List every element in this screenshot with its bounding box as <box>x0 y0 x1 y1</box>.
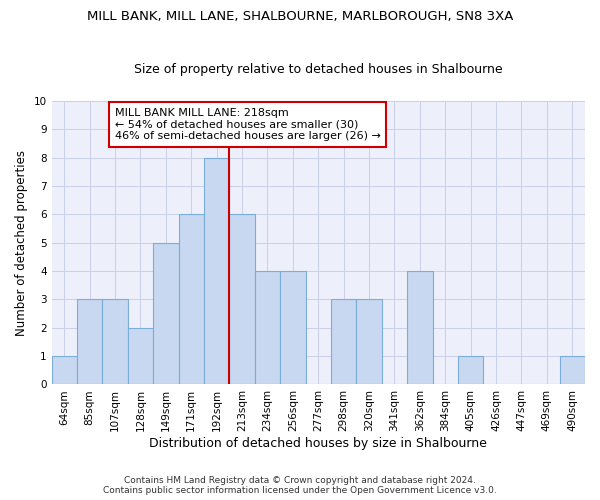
Y-axis label: Number of detached properties: Number of detached properties <box>15 150 28 336</box>
Bar <box>229 214 255 384</box>
Text: Contains HM Land Registry data © Crown copyright and database right 2024.
Contai: Contains HM Land Registry data © Crown c… <box>103 476 497 495</box>
Bar <box>458 356 484 384</box>
Bar <box>407 271 433 384</box>
Bar <box>179 214 204 384</box>
Bar <box>77 300 103 384</box>
Title: Size of property relative to detached houses in Shalbourne: Size of property relative to detached ho… <box>134 63 503 76</box>
Bar <box>331 300 356 384</box>
Text: MILL BANK MILL LANE: 218sqm
← 54% of detached houses are smaller (30)
46% of sem: MILL BANK MILL LANE: 218sqm ← 54% of det… <box>115 108 381 141</box>
Bar <box>560 356 585 384</box>
Text: MILL BANK, MILL LANE, SHALBOURNE, MARLBOROUGH, SN8 3XA: MILL BANK, MILL LANE, SHALBOURNE, MARLBO… <box>87 10 513 23</box>
Bar <box>52 356 77 384</box>
Bar <box>103 300 128 384</box>
Bar <box>255 271 280 384</box>
Bar <box>356 300 382 384</box>
X-axis label: Distribution of detached houses by size in Shalbourne: Distribution of detached houses by size … <box>149 437 487 450</box>
Bar <box>128 328 153 384</box>
Bar <box>280 271 305 384</box>
Bar <box>204 158 229 384</box>
Bar <box>153 242 179 384</box>
